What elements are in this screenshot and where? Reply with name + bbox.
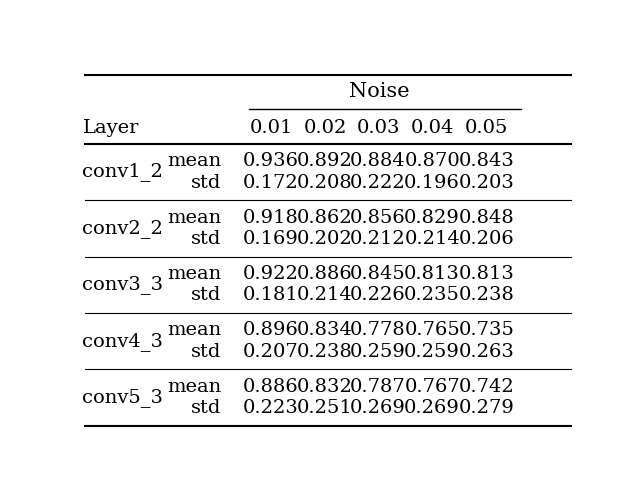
Text: 0.259: 0.259 bbox=[350, 343, 406, 361]
Text: 0.206: 0.206 bbox=[459, 230, 515, 248]
Text: 0.918: 0.918 bbox=[243, 208, 299, 226]
Text: std: std bbox=[191, 399, 221, 417]
Text: 0.169: 0.169 bbox=[243, 230, 299, 248]
Text: 0.848: 0.848 bbox=[459, 208, 515, 226]
Text: 0.238: 0.238 bbox=[297, 343, 353, 361]
Text: 0.787: 0.787 bbox=[350, 378, 406, 396]
Text: 0.235: 0.235 bbox=[404, 286, 460, 304]
Text: 0.870: 0.870 bbox=[404, 152, 460, 170]
Text: 0.05: 0.05 bbox=[465, 119, 508, 137]
Text: std: std bbox=[191, 343, 221, 361]
Text: 0.196: 0.196 bbox=[404, 174, 460, 191]
Text: 0.03: 0.03 bbox=[356, 119, 400, 137]
Text: 0.259: 0.259 bbox=[404, 343, 460, 361]
Text: mean: mean bbox=[167, 208, 221, 226]
Text: 0.829: 0.829 bbox=[404, 208, 460, 226]
Text: 0.892: 0.892 bbox=[297, 152, 353, 170]
Text: std: std bbox=[191, 286, 221, 304]
Text: mean: mean bbox=[167, 265, 221, 283]
Text: conv2_2: conv2_2 bbox=[83, 219, 163, 238]
Text: 0.813: 0.813 bbox=[459, 265, 515, 283]
Text: 0.226: 0.226 bbox=[350, 286, 406, 304]
Text: 0.279: 0.279 bbox=[459, 399, 515, 417]
Text: 0.845: 0.845 bbox=[350, 265, 406, 283]
Text: 0.832: 0.832 bbox=[297, 378, 353, 396]
Text: 0.02: 0.02 bbox=[303, 119, 347, 137]
Text: 0.203: 0.203 bbox=[459, 174, 515, 191]
Text: 0.778: 0.778 bbox=[350, 321, 406, 339]
Text: 0.01: 0.01 bbox=[249, 119, 292, 137]
Text: conv3_3: conv3_3 bbox=[83, 275, 164, 294]
Text: 0.263: 0.263 bbox=[459, 343, 515, 361]
Text: std: std bbox=[191, 174, 221, 191]
Text: 0.214: 0.214 bbox=[297, 286, 353, 304]
Text: 0.856: 0.856 bbox=[350, 208, 406, 226]
Text: 0.813: 0.813 bbox=[404, 265, 460, 283]
Text: 0.843: 0.843 bbox=[459, 152, 515, 170]
Text: 0.251: 0.251 bbox=[297, 399, 353, 417]
Text: 0.269: 0.269 bbox=[350, 399, 406, 417]
Text: std: std bbox=[191, 230, 221, 248]
Text: 0.767: 0.767 bbox=[404, 378, 460, 396]
Text: 0.884: 0.884 bbox=[350, 152, 406, 170]
Text: 0.742: 0.742 bbox=[459, 378, 515, 396]
Text: Noise: Noise bbox=[349, 83, 409, 102]
Text: Layer: Layer bbox=[83, 119, 139, 137]
Text: 0.212: 0.212 bbox=[350, 230, 406, 248]
Text: 0.896: 0.896 bbox=[243, 321, 299, 339]
Text: 0.886: 0.886 bbox=[243, 378, 299, 396]
Text: 0.238: 0.238 bbox=[459, 286, 515, 304]
Text: conv5_3: conv5_3 bbox=[83, 388, 163, 407]
Text: 0.922: 0.922 bbox=[243, 265, 299, 283]
Text: 0.207: 0.207 bbox=[243, 343, 299, 361]
Text: mean: mean bbox=[167, 378, 221, 396]
Text: 0.834: 0.834 bbox=[297, 321, 353, 339]
Text: 0.223: 0.223 bbox=[243, 399, 299, 417]
Text: 0.214: 0.214 bbox=[404, 230, 460, 248]
Text: 0.222: 0.222 bbox=[350, 174, 406, 191]
Text: 0.04: 0.04 bbox=[410, 119, 454, 137]
Text: conv1_2: conv1_2 bbox=[83, 162, 163, 181]
Text: mean: mean bbox=[167, 152, 221, 170]
Text: 0.269: 0.269 bbox=[404, 399, 460, 417]
Text: 0.208: 0.208 bbox=[297, 174, 353, 191]
Text: mean: mean bbox=[167, 321, 221, 339]
Text: 0.181: 0.181 bbox=[243, 286, 299, 304]
Text: 0.886: 0.886 bbox=[297, 265, 353, 283]
Text: 0.735: 0.735 bbox=[459, 321, 515, 339]
Text: 0.862: 0.862 bbox=[297, 208, 353, 226]
Text: 0.172: 0.172 bbox=[243, 174, 299, 191]
Text: 0.936: 0.936 bbox=[243, 152, 299, 170]
Text: conv4_3: conv4_3 bbox=[83, 331, 163, 350]
Text: 0.765: 0.765 bbox=[404, 321, 460, 339]
Text: 0.202: 0.202 bbox=[297, 230, 353, 248]
